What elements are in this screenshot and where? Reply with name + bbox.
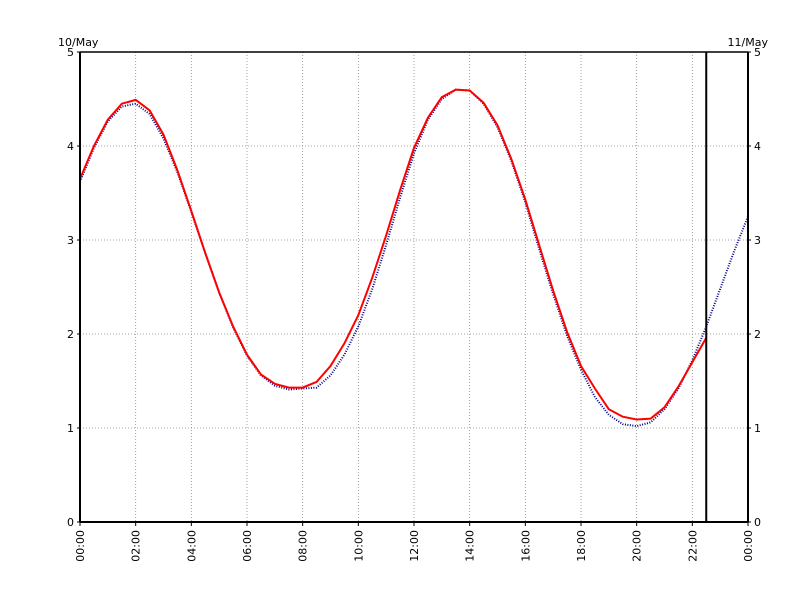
- axis-ticks: [77, 51, 751, 526]
- x-tick-label: 00:00: [74, 530, 87, 562]
- x-tick-label: 00:00: [742, 530, 755, 562]
- y-tick-label-right: 2: [754, 328, 761, 341]
- y-tick-label-left: 4: [67, 140, 74, 153]
- y-tick-label-right: 5: [754, 46, 761, 59]
- x-tick-label: 12:00: [408, 530, 421, 562]
- y-tick-label-right: 3: [754, 234, 761, 247]
- x-tick-label: 06:00: [241, 530, 254, 562]
- y-tick-label-left: 2: [67, 328, 74, 341]
- x-tick-label: 02:00: [130, 530, 143, 562]
- x-tick-label: 22:00: [686, 530, 699, 562]
- series-line-solid: [79, 88, 708, 421]
- x-tick-label: 16:00: [519, 530, 532, 562]
- date-label-left: 10/May: [58, 36, 99, 49]
- axis-labels: 0 0 1 1 2 2 3 3 4 4 5 5 00:00 02:00 04:00 06:00 08:00 10:…: [67, 46, 761, 562]
- y-tick-label-left: 3: [67, 234, 74, 247]
- date-label-right: 11/May: [728, 36, 769, 49]
- x-tick-label: 04:00: [185, 530, 198, 562]
- y-tick-label-left: 0: [67, 516, 74, 529]
- x-tick-label: 20:00: [631, 530, 644, 562]
- x-tick-label: 14:00: [464, 530, 477, 562]
- y-tick-label-right: 1: [754, 422, 761, 435]
- x-tick-label: 18:00: [575, 530, 588, 562]
- y-tick-label-left: 1: [67, 422, 74, 435]
- x-tick-label: 10:00: [352, 530, 365, 562]
- y-tick-label-right: 4: [754, 140, 761, 153]
- data-series: [79, 88, 749, 428]
- y-tick-label-left: 5: [67, 46, 74, 59]
- y-tick-label-right: 0: [754, 516, 761, 529]
- x-tick-label: 08:00: [297, 530, 310, 562]
